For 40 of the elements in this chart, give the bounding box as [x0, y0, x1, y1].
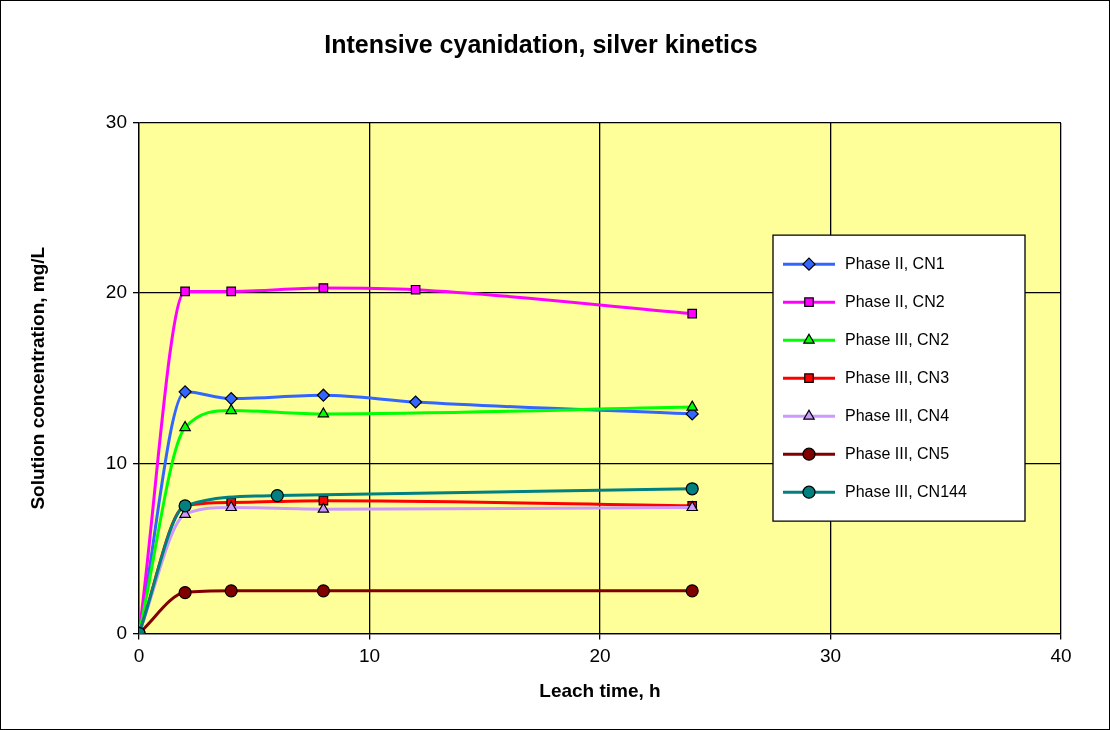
y-tick-label: 20: [105, 281, 127, 303]
point: [318, 283, 329, 293]
point: [270, 488, 284, 503]
point: [409, 395, 423, 409]
point: [317, 407, 330, 418]
point: [180, 286, 190, 297]
point: [410, 284, 421, 295]
x-tick-label: 20: [589, 645, 611, 667]
point: [179, 420, 191, 432]
legend-label: Phase II, CN2: [845, 292, 945, 310]
legend-label: Phase III, CN2: [845, 330, 950, 348]
legend-label: Phase II, CN1: [845, 254, 945, 272]
x-tick-label: 0: [133, 645, 145, 667]
y-tick-label: 0: [116, 621, 127, 643]
y-tick-label: 10: [105, 451, 127, 473]
point: [225, 403, 237, 415]
legend-label: Phase III, CN4: [845, 406, 950, 424]
point: [685, 584, 699, 598]
x-tick-label: 30: [819, 645, 842, 667]
point: [316, 584, 330, 598]
point: [686, 400, 698, 411]
x-axis-title: Leach time, h: [539, 679, 661, 701]
point: [225, 500, 237, 512]
point: [685, 482, 699, 496]
point: [224, 392, 238, 406]
legend-label: Phase III, CN144: [845, 482, 967, 500]
point: [316, 388, 330, 402]
y-axis-title: Solution concentration, mg/L: [26, 246, 48, 510]
point: [178, 585, 192, 600]
point: [226, 286, 237, 297]
x-tick-label: 10: [358, 645, 381, 667]
point: [687, 308, 698, 319]
point: [224, 584, 238, 598]
point: [178, 385, 192, 399]
point: [317, 502, 330, 513]
legend-label: Phase III, CN3: [845, 368, 950, 386]
x-tick-label: 40: [1050, 645, 1072, 667]
chart-title: Intensive cyanidation, silver kinetics: [324, 29, 758, 58]
legend-label: Phase III, CN5: [845, 444, 950, 462]
y-tick-label: 30: [105, 111, 127, 133]
